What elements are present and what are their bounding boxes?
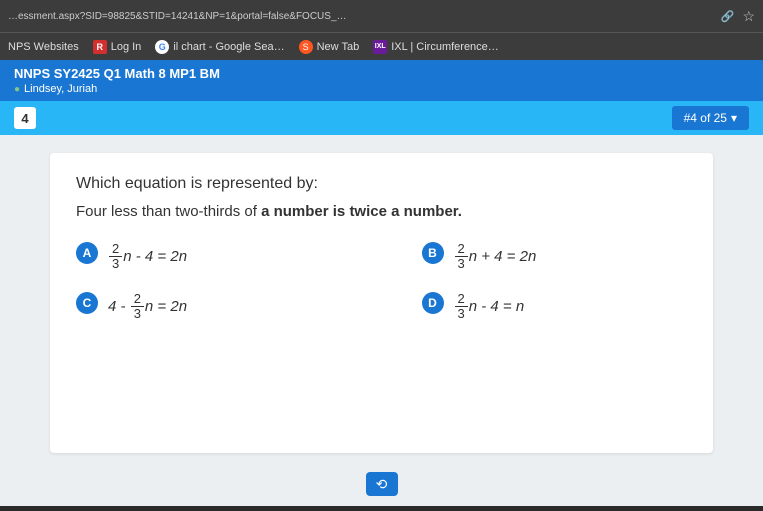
quiz-header: NNPS SY2425 Q1 Math 8 MP1 BM ● Lindsey, … — [0, 60, 763, 101]
ixl-icon: IXL — [373, 40, 387, 54]
quiz-subheader: 4 #4 of 25 ▾ — [0, 101, 763, 135]
quiz-body: Which equation is represented by: Four l… — [0, 135, 763, 506]
bookmark-label: New Tab — [317, 41, 360, 53]
option-c-math: 4 - 23n = 2n — [108, 292, 187, 322]
bookmark-label: IXL | Circumference… — [391, 41, 499, 53]
sub-prefix: Four less than two-thirds of — [76, 203, 261, 220]
chevron-down-icon: ▾ — [731, 111, 737, 125]
option-c[interactable]: C 4 - 23n = 2n — [76, 292, 342, 322]
option-d-math: 23n - 4 = n — [454, 292, 525, 322]
progress-text: #4 of 25 — [684, 111, 727, 125]
option-letter: D — [422, 292, 444, 314]
option-letter: C — [76, 292, 98, 314]
s-icon: S — [299, 40, 313, 54]
option-a-math: 23n - 4 = 2n — [108, 242, 187, 272]
question-card: Which equation is represented by: Four l… — [50, 153, 713, 453]
link-icon[interactable]: 🔗 — [721, 10, 735, 23]
bookmark-newtab[interactable]: S New Tab — [299, 40, 360, 54]
reset-icon: ⟲ — [376, 476, 388, 493]
bookmark-ixl[interactable]: IXL IXL | Circumference… — [373, 40, 499, 54]
option-letter: B — [422, 242, 444, 264]
google-icon: G — [155, 40, 169, 54]
bookmark-label: NPS Websites — [8, 41, 79, 53]
bookmark-nps[interactable]: NPS Websites — [8, 41, 79, 53]
student-name: Lindsey, Juriah — [24, 83, 97, 95]
url-text: …essment.aspx?SID=98825&STID=14241&NP=1&… — [8, 11, 713, 22]
bookmark-label: Log In — [111, 41, 142, 53]
progress-dropdown[interactable]: #4 of 25 ▾ — [672, 106, 749, 130]
student-icon: ● — [14, 84, 20, 95]
bookmark-star-icon[interactable]: ☆ — [742, 8, 755, 25]
option-a[interactable]: A 23n - 4 = 2n — [76, 242, 342, 272]
reset-button[interactable]: ⟲ — [366, 472, 398, 496]
bookmark-chart[interactable]: G il chart - Google Sea… — [155, 40, 284, 54]
question-subtext: Four less than two-thirds of a number is… — [76, 203, 687, 220]
option-d[interactable]: D 23n - 4 = n — [422, 292, 688, 322]
question-prompt: Which equation is represented by: — [76, 175, 687, 193]
sub-bold: a number is twice a number. — [261, 203, 462, 220]
option-letter: A — [76, 242, 98, 264]
course-title: NNPS SY2425 Q1 Math 8 MP1 BM — [14, 66, 749, 81]
option-b-math: 23n + 4 = 2n — [454, 242, 537, 272]
student-row: ● Lindsey, Juriah — [14, 83, 749, 95]
r-icon: R — [93, 40, 107, 54]
bookmark-login[interactable]: R Log In — [93, 40, 142, 54]
options-grid: A 23n - 4 = 2n B 23n + 4 = 2n C 4 - 23n … — [76, 242, 687, 321]
question-number-badge[interactable]: 4 — [14, 107, 36, 129]
bookmarks-bar: NPS Websites R Log In G il chart - Googl… — [0, 32, 763, 60]
browser-address-bar: …essment.aspx?SID=98825&STID=14241&NP=1&… — [0, 0, 763, 32]
option-b[interactable]: B 23n + 4 = 2n — [422, 242, 688, 272]
bookmark-label: il chart - Google Sea… — [173, 41, 284, 53]
